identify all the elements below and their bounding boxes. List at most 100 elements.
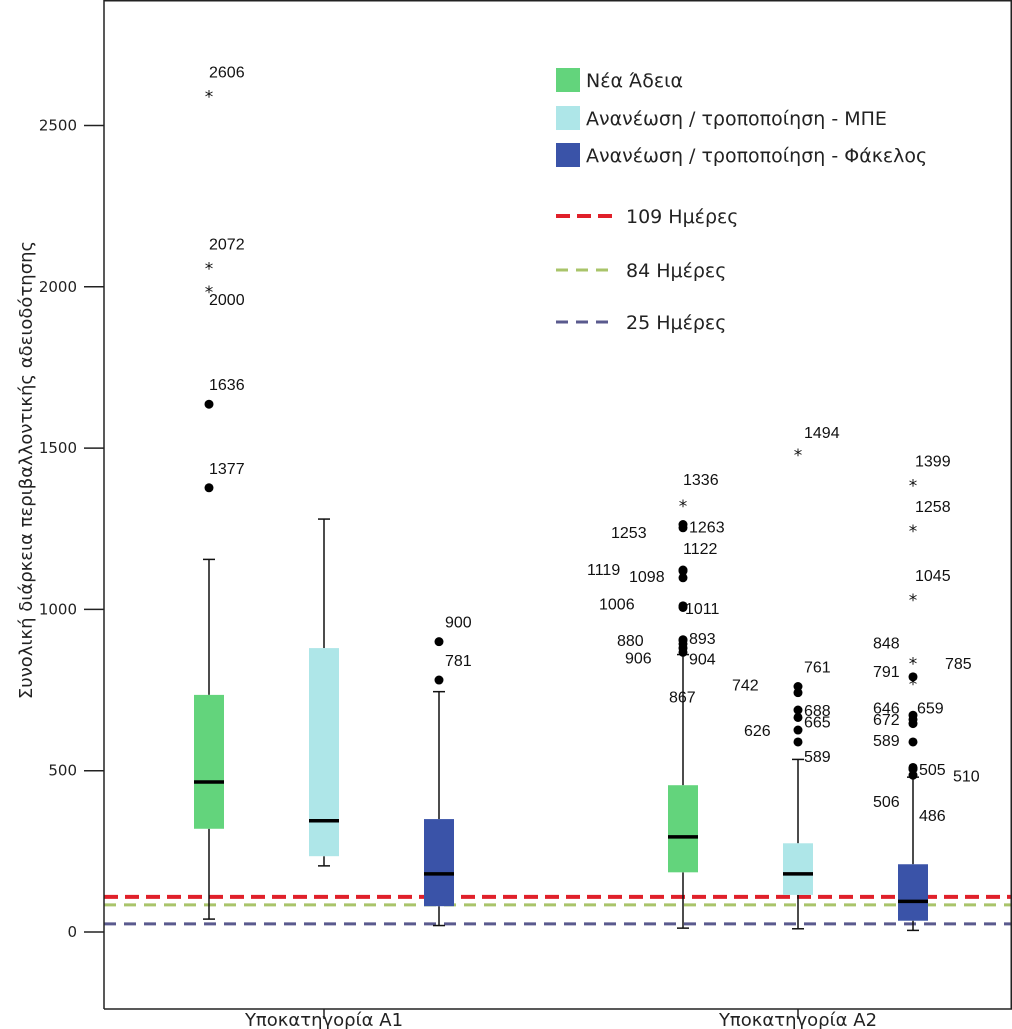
outlier-label: 791 <box>873 664 900 681</box>
outlier-label: 1122 <box>683 541 718 558</box>
outlier-label: 1377 <box>209 461 245 478</box>
outlier-label: 785 <box>945 656 972 673</box>
outlier-label: 867 <box>669 689 696 706</box>
legend-label: Ανανέωση / τροποποίηση - Φάκελος <box>586 145 927 167</box>
legend-swatch <box>556 143 580 167</box>
outlier-label: 761 <box>804 660 831 677</box>
outlier-point <box>678 523 688 533</box>
legend: Νέα Άδεια Ανανέωση / τροποποίηση - ΜΠΕ Ανα… <box>556 68 927 334</box>
outlier-point <box>793 688 803 698</box>
y-tick-label: 2500 <box>39 117 77 135</box>
y-tick-label: 500 <box>48 762 77 780</box>
outlier-label: 626 <box>744 723 771 740</box>
outlier-point <box>793 712 803 722</box>
legend-swatch <box>556 106 580 130</box>
outlier-label: 659 <box>917 700 944 717</box>
outlier-label: 893 <box>689 631 716 648</box>
outlier-point <box>678 566 688 576</box>
outlier-star: * <box>909 675 918 695</box>
outlier-label: 1263 <box>689 520 725 537</box>
outlier-star: * <box>794 446 803 466</box>
box-rect <box>783 843 813 895</box>
outlier-point <box>678 647 688 657</box>
outlier-star: * <box>909 477 918 497</box>
outlier-point <box>908 770 918 780</box>
box-rect <box>424 819 454 907</box>
box <box>783 758 813 930</box>
outlier-label: 900 <box>445 615 472 632</box>
outlier-point <box>678 635 688 645</box>
legend-swatch <box>556 68 580 92</box>
outlier-star: * <box>909 591 918 611</box>
box-rect <box>194 694 224 829</box>
outlier-point <box>908 737 918 747</box>
outlier-point <box>678 602 688 612</box>
outlier-label: 510 <box>953 768 980 785</box>
y-axis-label: Συνολική διάρκεια περιβαλλοντικής αδειοδ… <box>16 241 37 699</box>
outlier-star: * <box>205 87 214 107</box>
outlier-point <box>908 710 918 720</box>
outlier-label: 1399 <box>915 454 951 471</box>
outlier-point <box>678 573 688 583</box>
box <box>309 518 339 867</box>
outlier-star: * <box>679 497 688 517</box>
outlier-label: 665 <box>804 714 831 731</box>
y-tick-label: 1500 <box>39 439 77 457</box>
outliers-layer: *2606*2072*200016361377900781*1336126312… <box>204 64 980 825</box>
legend-ref-label: 25 Ημέρες <box>626 312 726 334</box>
outlier-point <box>793 725 803 735</box>
outlier-label: 506 <box>873 794 900 811</box>
reference-lines <box>104 894 1012 926</box>
outlier-label: 742 <box>732 678 759 695</box>
legend-label: Ανανέωση / τροποποίηση - ΜΠΕ <box>586 108 887 130</box>
outlier-label: 1098 <box>629 569 665 586</box>
outlier-label: 486 <box>919 808 946 825</box>
outlier-label: 2072 <box>209 237 245 254</box>
outlier-label: 904 <box>689 651 716 668</box>
legend-label: Νέα Άδεια <box>586 70 683 92</box>
y-tick-label: 0 <box>67 923 77 941</box>
outlier-point <box>434 637 444 647</box>
outlier-star: * <box>205 260 214 280</box>
box <box>424 690 454 927</box>
outlier-label: 880 <box>617 633 644 650</box>
outlier-point <box>908 672 918 682</box>
box <box>194 558 224 920</box>
legend-ref-label: 109 Ημέρες <box>626 206 738 228</box>
outlier-label: 906 <box>625 651 652 668</box>
outlier-label: 2000 <box>209 292 245 309</box>
y-tick-label: 2000 <box>39 278 77 296</box>
outlier-label: 505 <box>919 762 946 779</box>
outlier-star: * <box>205 283 214 303</box>
box <box>898 776 928 932</box>
outlier-label: 1011 <box>685 601 720 618</box>
outlier-label: 781 <box>445 653 472 670</box>
outlier-label: 646 <box>873 701 900 718</box>
x-tick-label: Υποκατηγορία Α1 <box>244 1010 403 1029</box>
outlier-point <box>793 705 803 715</box>
outlier-label: 2606 <box>209 64 245 81</box>
outlier-point <box>908 764 918 774</box>
outlier-point <box>434 675 444 685</box>
outlier-star: * <box>909 654 918 674</box>
outlier-star: * <box>909 522 918 542</box>
outlier-label: 1494 <box>804 425 840 442</box>
outlier-label: 848 <box>873 635 900 652</box>
outlier-label: 1253 <box>611 525 647 542</box>
box-rect <box>309 648 339 857</box>
outlier-label: 672 <box>873 712 900 729</box>
outlier-label: 589 <box>873 733 900 750</box>
outlier-label: 1636 <box>209 377 245 394</box>
box-rect <box>898 864 928 921</box>
outlier-label: 1336 <box>683 472 719 489</box>
outlier-label: 688 <box>804 703 831 720</box>
legend-ref-label: 84 Ημέρες <box>626 260 726 282</box>
boxes-layer <box>194 518 928 932</box>
box-rect <box>668 785 698 873</box>
x-tick-label: Υποκατηγορία Α2 <box>718 1010 877 1029</box>
outlier-point <box>793 737 803 747</box>
outlier-point <box>204 399 214 409</box>
outlier-label: 1045 <box>915 568 951 585</box>
axes-layer: 0 500 1000 1500 2000 2500 Υποκατηγορία Α1 Υποκα… <box>39 0 1012 1029</box>
